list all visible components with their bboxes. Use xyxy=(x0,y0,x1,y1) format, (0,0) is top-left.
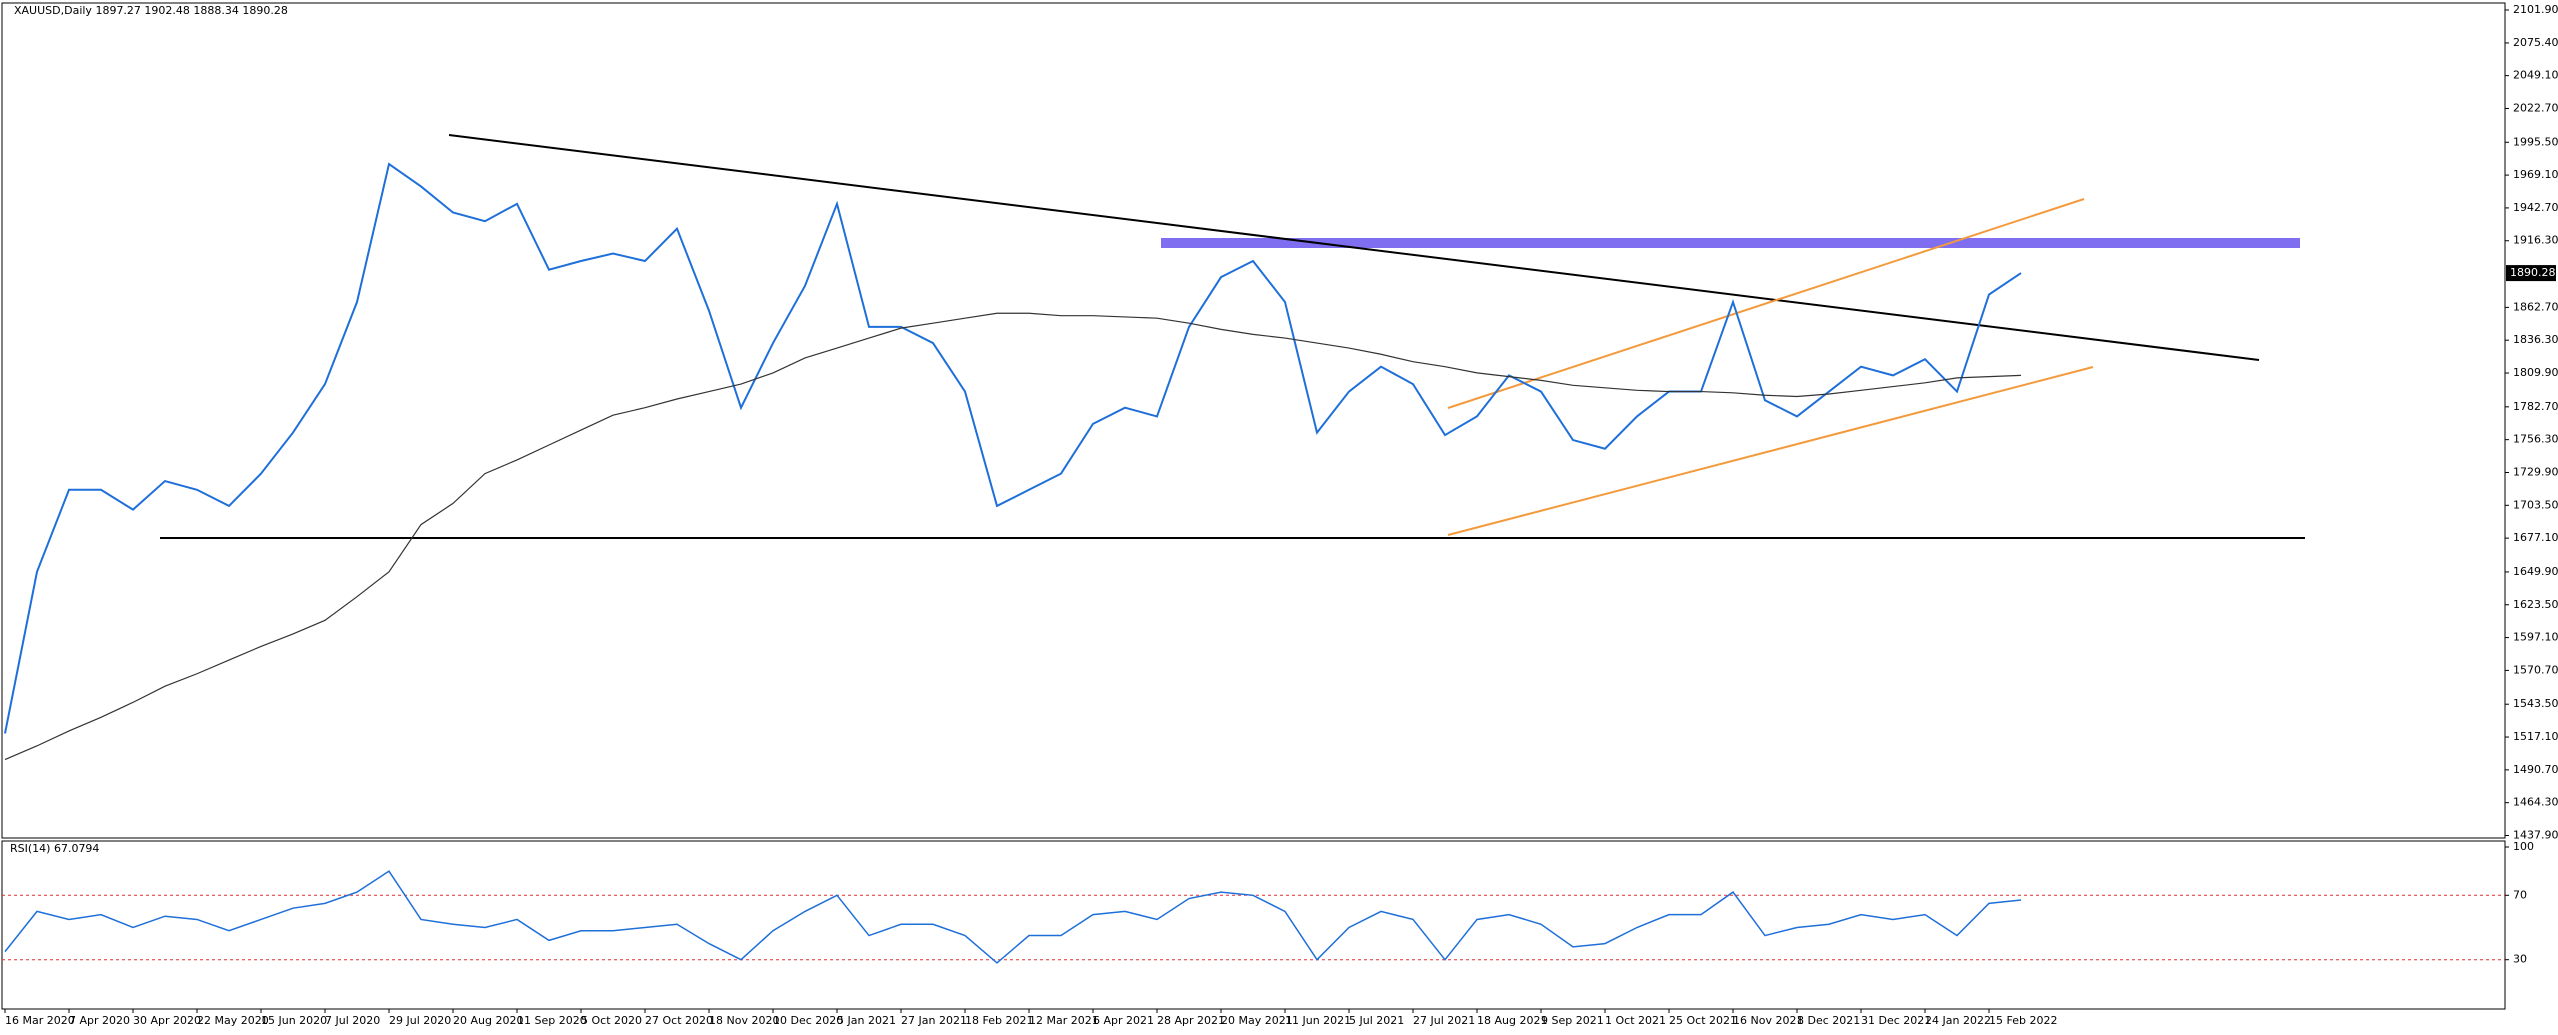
y-tick-label: 1703.50 xyxy=(2513,498,2558,511)
y-tick-label: 1490.70 xyxy=(2513,763,2558,776)
chart-title: XAUUSD,Daily 1897.27 1902.48 1888.34 189… xyxy=(14,4,288,17)
x-tick-label: 7 Jul 2020 xyxy=(325,1014,380,1027)
x-tick-label: 24 Jan 2022 xyxy=(1925,1014,1991,1027)
y-tick-label: 1543.50 xyxy=(2513,697,2558,710)
x-tick-label: 7 Apr 2020 xyxy=(69,1014,130,1027)
rsi-tick-label: 100 xyxy=(2513,840,2534,853)
x-tick-label: 18 Aug 2021 xyxy=(1477,1014,1547,1027)
x-tick-label: 27 Jan 2021 xyxy=(901,1014,967,1027)
y-tick-label: 1437.90 xyxy=(2513,829,2558,842)
y-tick-label: 2101.90 xyxy=(2513,3,2558,16)
x-tick-label: 16 Mar 2020 xyxy=(5,1014,75,1027)
x-tick-label: 6 Apr 2021 xyxy=(1093,1014,1154,1027)
x-tick-label: 16 Nov 2021 xyxy=(1733,1014,1803,1027)
y-tick-label: 1570.70 xyxy=(2513,663,2558,676)
x-tick-label: 9 Sep 2021 xyxy=(1541,1014,1604,1027)
rsi-panel-frame xyxy=(1,840,2506,1010)
y-tick-label: 1995.50 xyxy=(2513,135,2558,148)
y-tick-label: 1809.90 xyxy=(2513,366,2558,379)
y-tick-label: 1597.10 xyxy=(2513,631,2558,644)
x-tick-label: 11 Sep 2020 xyxy=(517,1014,587,1027)
x-tick-label: 15 Feb 2022 xyxy=(1989,1014,2057,1027)
rsi-title: RSI(14) 67.0794 xyxy=(10,842,99,855)
x-tick-label: 31 Dec 2021 xyxy=(1861,1014,1931,1027)
x-tick-label: 20 May 2021 xyxy=(1221,1014,1293,1027)
y-tick-label: 2075.40 xyxy=(2513,36,2558,49)
y-tick-label: 1942.70 xyxy=(2513,201,2558,214)
y-tick-label: 1649.90 xyxy=(2513,565,2558,578)
x-tick-label: 30 Apr 2020 xyxy=(133,1014,201,1027)
y-tick-label: 1517.10 xyxy=(2513,730,2558,743)
x-tick-label: 5 Oct 2020 xyxy=(581,1014,642,1027)
rsi-tick-label: 70 xyxy=(2513,888,2527,901)
y-tick-label: 1756.30 xyxy=(2513,433,2558,446)
last-price-label: 1890.28 xyxy=(2510,266,2556,279)
x-tick-label: 1 Oct 2021 xyxy=(1605,1014,1666,1027)
channel-lower xyxy=(1447,366,2094,536)
y-tick-label: 1916.30 xyxy=(2513,234,2558,247)
x-tick-label: 18 Nov 2020 xyxy=(709,1014,779,1027)
y-tick-label: 1677.10 xyxy=(2513,531,2558,544)
x-tick-label: 22 May 2020 xyxy=(197,1014,269,1027)
y-tick-label: 1862.70 xyxy=(2513,300,2558,313)
trendline xyxy=(448,134,2260,361)
channel-upper xyxy=(1447,198,2085,409)
y-tick-label: 2049.10 xyxy=(2513,69,2558,82)
x-tick-label: 27 Jul 2021 xyxy=(1413,1014,1475,1027)
x-tick-label: 5 Jul 2021 xyxy=(1349,1014,1404,1027)
x-tick-label: 25 Oct 2021 xyxy=(1669,1014,1737,1027)
x-tick-label: 20 Aug 2020 xyxy=(453,1014,523,1027)
x-tick-label: 29 Jul 2020 xyxy=(389,1014,451,1027)
main-panel-frame xyxy=(1,2,2506,839)
y-tick-label: 1623.50 xyxy=(2513,598,2558,611)
x-tick-label: 27 Oct 2020 xyxy=(645,1014,713,1027)
rsi-line xyxy=(4,870,2022,964)
x-tick-label: 8 Dec 2021 xyxy=(1797,1014,1860,1027)
y-tick-label: 1836.30 xyxy=(2513,333,2558,346)
resistance-zone xyxy=(1161,238,2300,248)
last-price-box xyxy=(2506,265,2556,282)
y-tick-label: 1969.10 xyxy=(2513,168,2558,181)
x-tick-label: 12 Mar 2021 xyxy=(1029,1014,1099,1027)
rsi-tick-label: 30 xyxy=(2513,953,2527,966)
x-tick-label: 5 Jan 2021 xyxy=(837,1014,896,1027)
y-tick-label: 2022.70 xyxy=(2513,101,2558,114)
x-tick-label: 28 Apr 2021 xyxy=(1157,1014,1225,1027)
x-tick-label: 15 Jun 2020 xyxy=(261,1014,327,1027)
x-tick-label: 18 Feb 2021 xyxy=(965,1014,1033,1027)
x-tick-label: 10 Dec 2020 xyxy=(773,1014,843,1027)
y-tick-label: 1782.70 xyxy=(2513,400,2558,413)
y-tick-label: 1464.30 xyxy=(2513,796,2558,809)
moving-average xyxy=(4,312,2022,761)
x-tick-label: 11 Jun 2021 xyxy=(1285,1014,1351,1027)
y-tick-label: 1729.90 xyxy=(2513,465,2558,478)
